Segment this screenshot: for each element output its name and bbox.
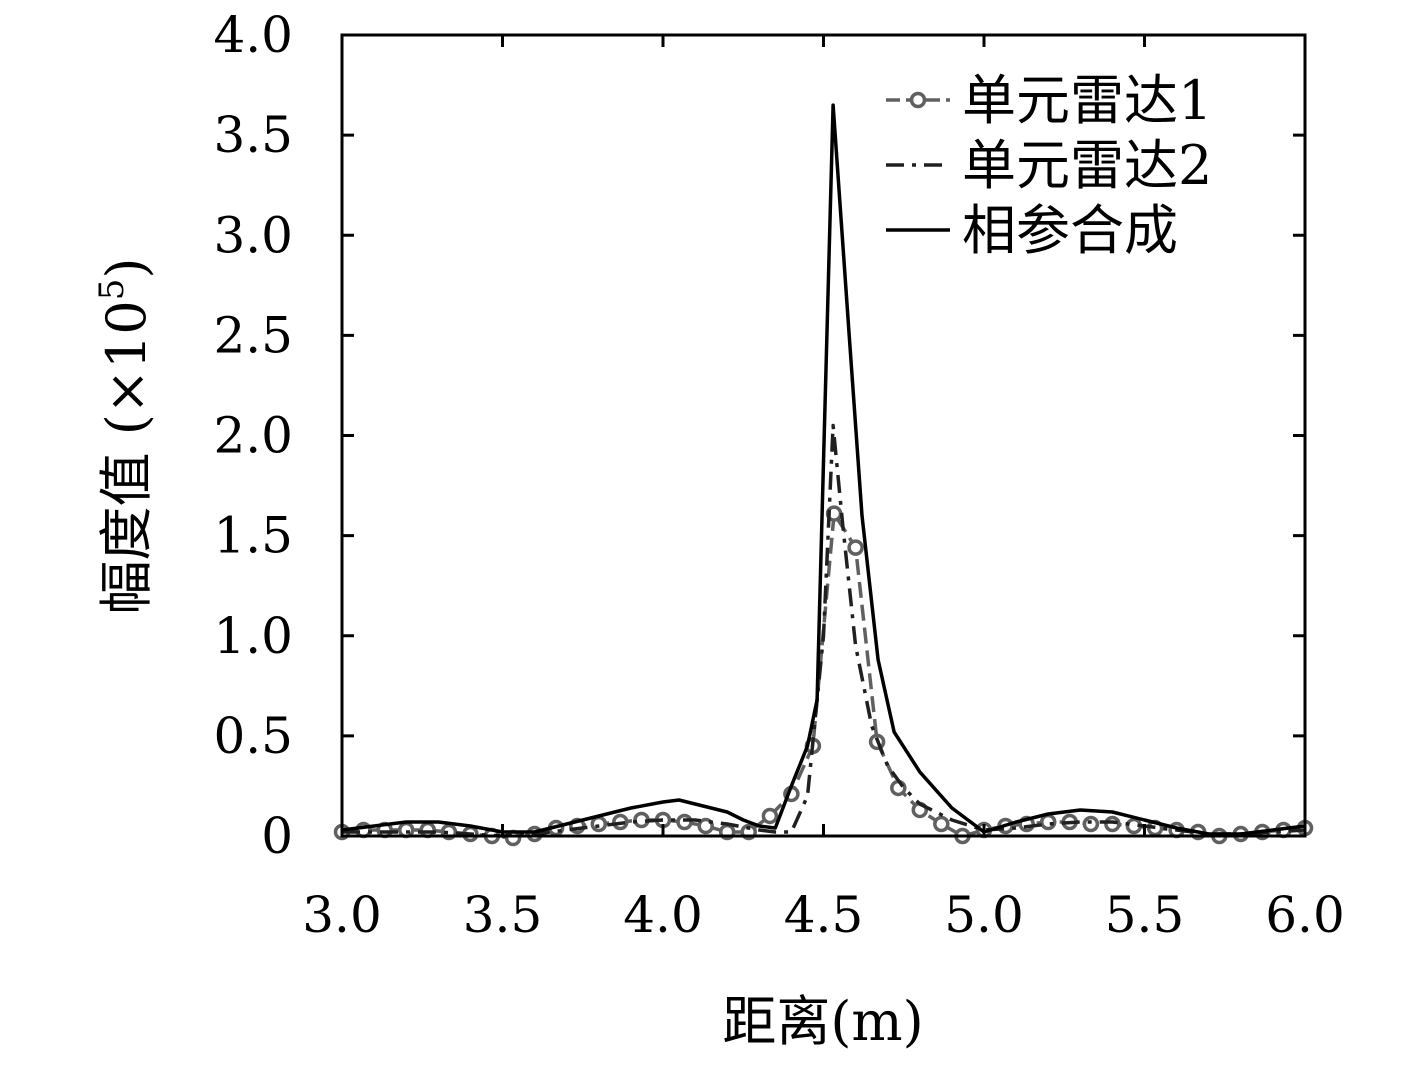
y-tick-label-6: 3.0 [213,206,293,264]
y-tick-label-2: 1.0 [213,607,293,665]
legend-label-1: 单元雷达1 [962,69,1212,132]
series-line-3 [341,103,1306,836]
y-tick-label-0: 0 [261,807,293,865]
series-1-point-20 [761,807,779,825]
series-1-point-26 [890,779,907,797]
y-tick-label-5: 2.5 [213,306,293,364]
series-1-point-35 [1082,815,1100,833]
series-line-1 [341,511,1306,840]
y-axis-title-exponent: 5 [92,279,132,301]
x-tick-label-1: 3.5 [463,886,543,944]
ticks-layer: 3.0 3.5 4.0 4.5 5.0 5.5 6.0 0 0.5 1.0 1.5 2.0 2.5 3.0… [213,6,1344,944]
x-tick-label-3: 4.5 [784,886,864,944]
series-line-2 [342,423,1306,838]
y-axis-title-main: 幅度值 (×10 [95,300,158,614]
y-tick-label-7: 3.5 [213,106,293,164]
series-1-point-12 [590,815,608,833]
legend-marker-1 [909,91,927,109]
y-tick-label-1: 0.5 [213,707,293,765]
x-tick-label-2: 4.0 [623,886,703,944]
y-axis-title-close: ) [95,258,158,279]
y-tick-label-3: 1.5 [213,507,293,565]
x-tick-label-6: 6.0 [1265,886,1345,944]
y-axis-title: 幅度值 (×105) [92,258,158,615]
x-tick-label-0: 3.0 [302,886,382,944]
x-tick-label-5: 5.5 [1105,886,1185,944]
series-1-point-16 [676,813,693,831]
y-tick-label-4: 2.0 [213,407,293,465]
x-axis-title: 距离(m) [722,990,923,1053]
series-1-point-28 [933,815,950,833]
y-tick-label-8: 4.0 [213,6,293,64]
legend-label-3: 相参合成 [962,199,1178,262]
x-tick-label-4: 5.0 [944,886,1024,944]
series-1-point-24 [847,539,864,556]
legend-label-2: 单元雷达2 [962,134,1212,197]
